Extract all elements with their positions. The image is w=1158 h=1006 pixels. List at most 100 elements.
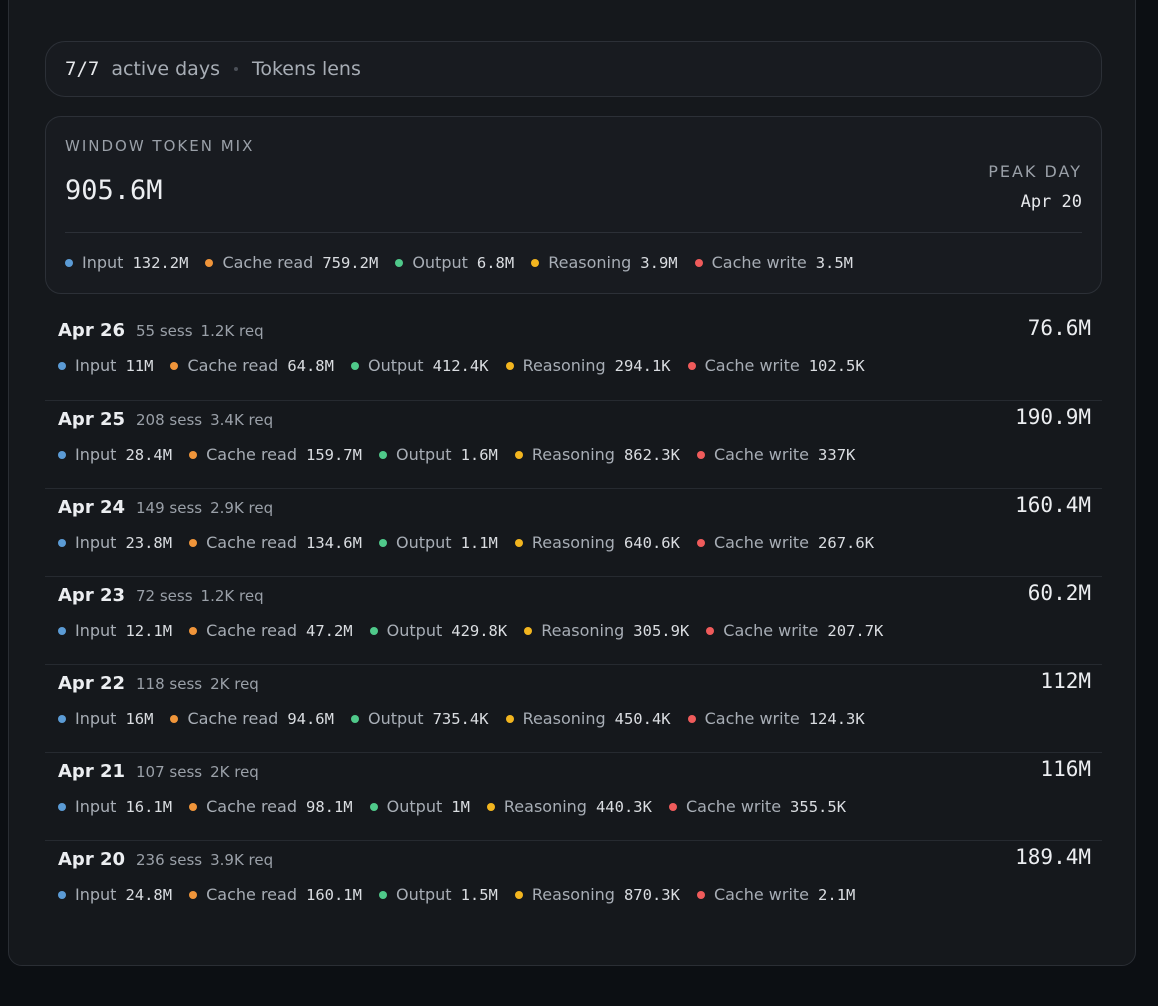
legend-value: 98.1M xyxy=(305,797,353,816)
legend-item: Cache write 207.7K xyxy=(706,621,883,640)
legend-value: 160.1M xyxy=(305,885,362,904)
legend-item: Output 1M xyxy=(369,797,470,816)
day-requests: 3.4K req xyxy=(210,411,274,429)
legend-item: Cache read 94.6M xyxy=(170,709,334,728)
day-date: Apr 24 xyxy=(58,497,126,518)
legend-value: 640.6K xyxy=(623,533,680,552)
legend-dot xyxy=(369,802,378,811)
legend-dot xyxy=(350,714,359,723)
legend-item: Reasoning 870.3K xyxy=(514,885,680,904)
legend-value: 134.6M xyxy=(305,533,362,552)
legend-value: 759.2M xyxy=(322,253,379,272)
legend-dot xyxy=(696,538,705,547)
legend-value: 11M xyxy=(125,356,154,375)
legend-item: Cache write 124.3K xyxy=(687,709,865,728)
day-date: Apr 21 xyxy=(58,761,126,782)
legend-dot xyxy=(189,538,198,547)
day-date: Apr 22 xyxy=(58,673,126,694)
legend-item: Cache read 134.6M xyxy=(189,533,362,552)
legend-value: 23.8M xyxy=(125,533,173,552)
legend-label: Cache read xyxy=(206,797,297,816)
legend-dot xyxy=(58,626,66,635)
legend-item: Cache read 98.1M xyxy=(189,797,353,816)
legend-item: Input 28.4M xyxy=(58,445,172,464)
day-sessions: 55 sess xyxy=(136,322,193,340)
legend-value: 28.4M xyxy=(125,445,173,464)
legend-dot xyxy=(706,626,715,635)
legend-label: Input xyxy=(75,797,117,816)
day-row[interactable]: Apr 21 107 sess 2K req 116M Input 16.1M Cache … xyxy=(45,752,1102,840)
legend-dot xyxy=(696,890,705,899)
day-row[interactable]: Apr 20 236 sess 3.9K req 189.4M Input 24.8M Ca… xyxy=(45,840,1102,928)
day-total: 76.6M xyxy=(1027,316,1091,340)
legend-dot xyxy=(189,626,198,635)
legend-value: 6.8M xyxy=(476,253,515,272)
peak-value: Apr 20 xyxy=(1020,192,1082,212)
legend-label: Output xyxy=(386,797,443,816)
legend-value: 16.1M xyxy=(125,797,173,816)
legend-dot xyxy=(65,258,73,267)
legend-item: Cache read 64.8M xyxy=(170,356,334,375)
day-sessions: 236 sess xyxy=(136,851,203,869)
day-legend: Input 12.1M Cache read 47.2M Output 429.8K Rea… xyxy=(58,621,900,640)
legend-dot xyxy=(378,538,387,547)
legend-label: Cache write xyxy=(713,533,810,552)
legend-label: Output xyxy=(367,356,424,375)
legend-label: Reasoning xyxy=(522,356,606,375)
day-row[interactable]: Apr 23 72 sess 1.2K req 60.2M Input 12.1M Cach… xyxy=(45,576,1102,664)
legend-dot xyxy=(170,361,179,370)
legend-item: Input 24.8M xyxy=(58,885,172,904)
legend-label: Cache read xyxy=(206,445,297,464)
legend-dot xyxy=(170,714,179,723)
day-requests: 1.2K req xyxy=(200,587,264,605)
day-total: 112M xyxy=(1040,669,1091,693)
day-legend: Input 23.8M Cache read 134.6M Output 1.1M Reas… xyxy=(58,533,891,552)
legend-label: Input xyxy=(75,621,117,640)
legend-label: Input xyxy=(82,253,124,272)
legend-label: Input xyxy=(75,885,117,904)
day-legend: Input 11M Cache read 64.8M Output 412.4K Reaso… xyxy=(58,356,882,375)
legend-dot xyxy=(189,802,198,811)
legend-item: Reasoning 294.1K xyxy=(505,356,671,375)
legend-label: Output xyxy=(395,533,452,552)
panel: 7/7 active days Tokens lens WINDOW TOKEN… xyxy=(8,0,1136,966)
active-days-label: active days xyxy=(111,58,220,80)
legend-dot xyxy=(524,626,533,635)
legend-item: Output 1.6M xyxy=(378,445,498,464)
legend-item: Input 16.1M xyxy=(58,797,172,816)
lens-label[interactable]: Tokens lens xyxy=(251,58,361,80)
legend-value: 355.5K xyxy=(790,797,847,816)
day-row[interactable]: Apr 25 208 sess 3.4K req 190.9M Input 28.4M Ca… xyxy=(45,400,1102,488)
legend-dot xyxy=(486,802,495,811)
legend-label: Cache read xyxy=(222,253,314,272)
day-total: 116M xyxy=(1040,757,1091,781)
summary-legend: Input 132.2M Cache read 759.2M Output 6.8M Rea… xyxy=(65,253,870,272)
day-legend: Input 24.8M Cache read 160.1M Output 1.5M Reas… xyxy=(58,885,872,904)
legend-item: Reasoning 305.9K xyxy=(524,621,689,640)
legend-dot xyxy=(205,258,214,267)
legend-item: Reasoning 640.6K xyxy=(514,533,680,552)
legend-value: 24.8M xyxy=(125,885,173,904)
day-requests: 2K req xyxy=(210,675,259,693)
legend-value: 2.1M xyxy=(818,885,856,904)
legend-label: Cache write xyxy=(704,709,800,728)
legend-dot xyxy=(378,890,387,899)
legend-dot xyxy=(505,361,514,370)
separator xyxy=(233,67,238,71)
legend-label: Cache read xyxy=(206,533,297,552)
legend-dot xyxy=(350,361,359,370)
legend-label: Output xyxy=(386,621,443,640)
legend-item: Reasoning 450.4K xyxy=(505,709,671,728)
legend-dot xyxy=(58,714,66,723)
legend-value: 1M xyxy=(451,797,470,816)
legend-label: Cache write xyxy=(711,253,807,272)
day-header: Apr 24 149 sess 2.9K req xyxy=(58,497,281,518)
day-row[interactable]: Apr 26 55 sess 1.2K req 76.6M Input 11M Cache … xyxy=(45,312,1102,400)
legend-dot xyxy=(531,258,540,267)
day-total: 160.4M xyxy=(1015,493,1091,517)
day-sessions: 208 sess xyxy=(136,411,203,429)
legend-value: 862.3K xyxy=(623,445,680,464)
legend-value: 337K xyxy=(818,445,856,464)
day-row[interactable]: Apr 22 118 sess 2K req 112M Input 16M Cache re… xyxy=(45,664,1102,752)
day-row[interactable]: Apr 24 149 sess 2.9K req 160.4M Input 23.8M Ca… xyxy=(45,488,1102,576)
